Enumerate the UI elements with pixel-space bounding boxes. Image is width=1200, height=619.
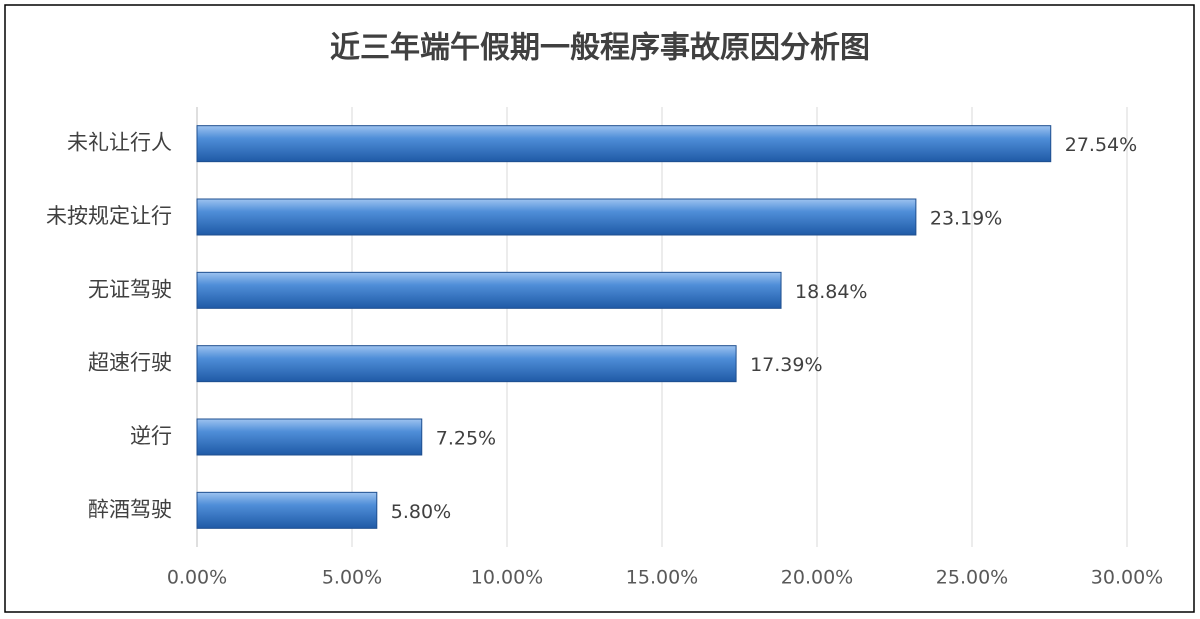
bar	[196, 271, 782, 309]
value-label: 18.84%	[795, 281, 867, 303]
bar	[196, 345, 737, 383]
x-tick-label: 5.00%	[322, 567, 382, 589]
y-tick-label: 无证驾驶	[88, 277, 172, 301]
y-tick-label: 超速行驶	[88, 351, 172, 375]
y-tick-label: 醉酒驾驶	[88, 497, 172, 521]
y-tick-label: 未礼让行人	[67, 131, 172, 155]
bar	[196, 418, 423, 456]
chart-title: 近三年端午假期一般程序事故原因分析图	[330, 31, 870, 66]
value-label: 27.54%	[1065, 134, 1137, 156]
x-tick-label: 20.00%	[781, 567, 853, 589]
y-tick-label: 未按规定让行	[46, 204, 172, 228]
x-tick-label: 0.00%	[167, 567, 227, 589]
y-tick-label: 逆行	[130, 424, 172, 448]
bar	[196, 491, 378, 529]
value-label: 23.19%	[930, 208, 1002, 230]
x-tick-label: 10.00%	[471, 567, 543, 589]
value-label: 7.25%	[436, 428, 496, 450]
bar	[196, 198, 917, 236]
value-label: 17.39%	[750, 354, 822, 376]
x-tick-label: 15.00%	[626, 567, 698, 589]
bar	[196, 125, 1052, 163]
x-tick-label: 25.00%	[936, 567, 1008, 589]
x-tick-label: 30.00%	[1091, 567, 1163, 589]
value-label: 5.80%	[391, 501, 451, 523]
